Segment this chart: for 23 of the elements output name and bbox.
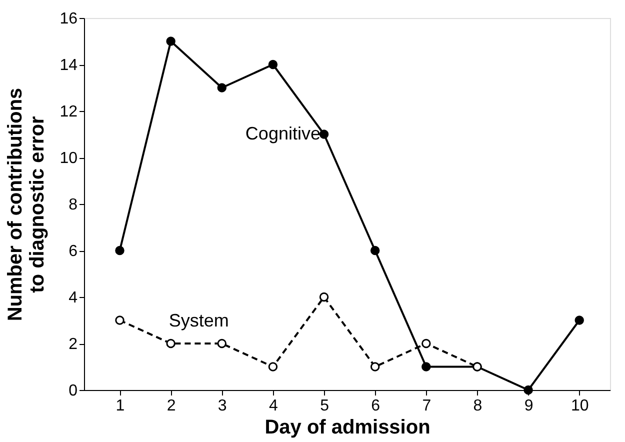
- y-tick-label: 12: [60, 104, 78, 120]
- y-axis-title: Number of contributions to diagnostic error: [4, 88, 49, 322]
- x-tick-label: 6: [371, 398, 380, 414]
- series-label: System: [168, 310, 229, 330]
- y-tick-label: 2: [68, 336, 78, 353]
- y-tick-label: 16: [60, 10, 78, 28]
- x-tick-label: 9: [524, 398, 534, 414]
- x-tick-label: 7: [422, 398, 432, 414]
- y-tick-label: 10: [60, 150, 78, 167]
- y-tick-label: 4: [68, 290, 78, 306]
- x-tick-label: 4: [269, 398, 278, 414]
- x-tick-label: 1: [116, 398, 125, 414]
- y-tick-label: 8: [68, 196, 78, 214]
- series-label: Cognitive: [245, 124, 320, 144]
- y-tick-label: 14: [60, 57, 78, 74]
- x-tick-label: 3: [218, 398, 227, 414]
- x-tick-label: 2: [166, 398, 176, 414]
- x-tick-label: 8: [473, 398, 482, 414]
- x-axis-title: Day of admission: [264, 416, 430, 438]
- y-tick-label: 6: [68, 243, 78, 260]
- y-tick-label: 0: [68, 382, 78, 400]
- x-tick-label: 10: [570, 398, 589, 414]
- x-tick-label: 5: [320, 398, 330, 414]
